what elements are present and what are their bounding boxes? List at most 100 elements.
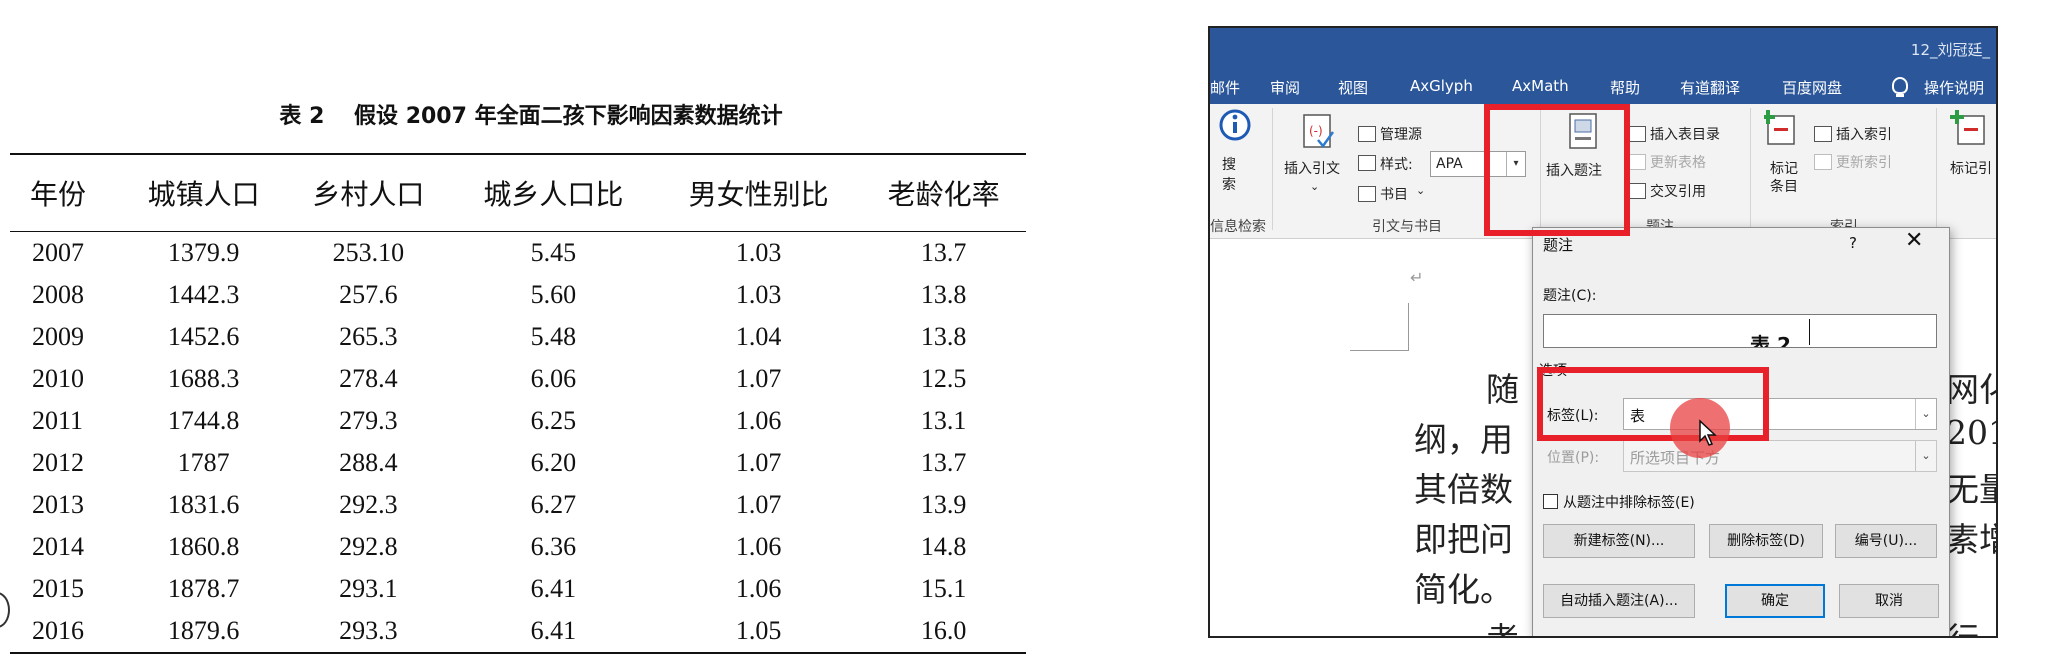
close-icon[interactable]: ✕ xyxy=(1905,228,1924,253)
tab-view[interactable]: 视图 xyxy=(1338,79,1369,97)
table-cell: 6.36 xyxy=(530,532,577,561)
chevron-down-icon[interactable]: ⌄ xyxy=(1915,399,1936,429)
help-button[interactable]: ? xyxy=(1849,234,1857,252)
table-cell: 1787 xyxy=(177,448,230,477)
group-label-citations: 引文与书目 xyxy=(1372,219,1442,235)
column-header: 乡村人口 xyxy=(312,178,425,211)
table-cell: 278.4 xyxy=(339,364,398,393)
table-cell: 6.41 xyxy=(530,616,577,645)
chevron-down-icon[interactable]: ▾ xyxy=(1506,152,1525,176)
table-cell: 1.03 xyxy=(735,280,782,309)
table-row: 2011 1744.8 279.3 6.25 1.06 13.1 xyxy=(10,400,1026,442)
mark-entry-icon[interactable] xyxy=(1764,108,1802,148)
tab-help[interactable]: 帮助 xyxy=(1610,79,1641,97)
table-cell: 2015 xyxy=(32,574,84,603)
table-cell: 5.48 xyxy=(530,322,577,351)
tab-mailings[interactable]: 邮件 xyxy=(1210,79,1241,97)
table-cell: 1.07 xyxy=(735,448,782,477)
tab-baidu-pan[interactable]: 百度网盘 xyxy=(1782,79,1843,97)
table-cell: 2007 xyxy=(32,238,84,267)
mark-entry-button-2[interactable]: 条目 xyxy=(1770,179,1798,195)
svg-text:(-): (-) xyxy=(1309,124,1323,138)
table-cell: 13.8 xyxy=(920,280,967,309)
lightbulb-icon[interactable] xyxy=(1892,77,1908,97)
bibliography-icon[interactable] xyxy=(1358,186,1376,202)
table-header-row: 年份 城镇人口 乡村人口 城乡人口比 男女性别比 老龄化率 xyxy=(10,154,1026,232)
new-label-button[interactable]: 新建标签(N)... xyxy=(1543,524,1695,558)
insert-index-button[interactable]: 插入索引 xyxy=(1836,127,1892,143)
tab-youdao[interactable]: 有道翻译 xyxy=(1680,79,1741,97)
chevron-down-icon[interactable]: ⌄ xyxy=(1310,180,1320,193)
exclude-label-checkbox[interactable] xyxy=(1543,494,1558,509)
search-button-label[interactable]: 搜 xyxy=(1222,157,1236,173)
table-cell: 2016 xyxy=(32,616,84,645)
document-text: 考 xyxy=(1486,613,1519,636)
caption-input[interactable]: 表 2 xyxy=(1543,314,1937,348)
table-cell: 257.6 xyxy=(339,280,398,309)
table-of-figures-icon[interactable] xyxy=(1628,126,1646,142)
tab-axglyph[interactable]: AxGlyph xyxy=(1410,77,1473,95)
table-cell: 13.7 xyxy=(920,448,967,477)
tab-review[interactable]: 审阅 xyxy=(1270,79,1301,97)
insert-caption-button[interactable]: 插入题注 xyxy=(1546,163,1602,179)
table-row: 2007 1379.9 253.10 5.45 1.03 13.7 xyxy=(10,232,1026,275)
insert-index-icon[interactable] xyxy=(1814,126,1832,142)
cancel-button[interactable]: 取消 xyxy=(1839,584,1939,618)
column-header: 城乡人口比 xyxy=(483,178,624,211)
table-cell: 1688.3 xyxy=(167,364,240,393)
table-cell: 1.06 xyxy=(735,406,782,435)
label-select-value: 表 xyxy=(1630,407,1646,425)
table-cell: 288.4 xyxy=(339,448,398,477)
table-cell: 1.03 xyxy=(735,238,782,267)
chevron-down-icon[interactable]: ⌄ xyxy=(1416,184,1426,197)
cross-reference-button[interactable]: 交叉引用 xyxy=(1650,184,1706,200)
bibliography-button[interactable]: 书目 xyxy=(1380,187,1408,203)
cross-reference-icon[interactable] xyxy=(1628,183,1646,199)
search-button-label-2[interactable]: 索 xyxy=(1222,177,1236,193)
table-cell: 1860.8 xyxy=(167,532,240,561)
table-cell: 292.8 xyxy=(339,532,398,561)
caption-input-value: 表 2 xyxy=(1750,333,1791,348)
word-window: 12_刘冠廷_ 邮件 审阅 视图 AxGlyph AxMath 帮助 有道翻译 … xyxy=(1208,26,1998,638)
mark-citation-button[interactable]: 标记引 xyxy=(1950,161,1992,177)
table-cell: 2010 xyxy=(32,364,84,393)
mark-citation-icon[interactable] xyxy=(1950,108,1988,148)
margin-guide xyxy=(1408,303,1409,351)
delete-label-button[interactable]: 删除标签(D) xyxy=(1709,524,1823,558)
table-cell: 6.41 xyxy=(530,574,577,603)
numbering-button[interactable]: 编号(U)... xyxy=(1835,524,1937,558)
insert-citation-button[interactable]: 插入引文 xyxy=(1284,161,1340,177)
tell-me-search[interactable]: 操作说明 xyxy=(1924,79,1985,97)
mark-entry-button[interactable]: 标记 xyxy=(1770,161,1798,177)
table-cell: 14.8 xyxy=(920,532,967,561)
manage-sources-icon[interactable] xyxy=(1358,126,1376,142)
table-cell: 16.0 xyxy=(920,616,967,645)
style-icon xyxy=(1358,155,1376,171)
table-cell: 2011 xyxy=(32,406,84,435)
table-row: 2008 1442.3 257.6 5.60 1.03 13.8 xyxy=(10,274,1026,316)
update-index-icon xyxy=(1814,154,1832,170)
info-search-icon[interactable] xyxy=(1218,108,1252,142)
ok-button[interactable]: 确定 xyxy=(1725,584,1825,618)
edge-circle-mark xyxy=(0,592,10,628)
caption-dialog: 题注 ? ✕ 题注(C): 表 2 选项 标签(L): 表 ⌄ 位置(P): 所… xyxy=(1532,227,1950,636)
insert-caption-icon[interactable] xyxy=(1566,112,1600,152)
table-row: 2010 1688.3 278.4 6.06 1.07 12.5 xyxy=(10,358,1026,400)
document-text: 纲，用 xyxy=(1414,420,1513,459)
insert-table-of-figures-button[interactable]: 插入表目录 xyxy=(1650,127,1720,143)
exclude-label-text[interactable]: 从题注中排除标签(E) xyxy=(1563,495,1695,511)
table-cell: 2012 xyxy=(32,448,84,477)
citation-style-value: APA xyxy=(1436,156,1463,172)
insert-citation-icon[interactable]: (-) xyxy=(1298,112,1338,152)
table-cell: 1452.6 xyxy=(167,322,240,351)
table-cell: 1.07 xyxy=(735,364,782,393)
table-cell: 2009 xyxy=(32,322,84,351)
text-caret xyxy=(1809,319,1810,345)
table-cell: 6.27 xyxy=(530,490,577,519)
table-cell: 1744.8 xyxy=(167,406,240,435)
autocaption-button[interactable]: 自动插入题注(A)... xyxy=(1543,584,1695,618)
document-text: 随 xyxy=(1486,370,1519,409)
tab-axmath[interactable]: AxMath xyxy=(1512,77,1569,95)
manage-sources-button[interactable]: 管理源 xyxy=(1380,127,1422,143)
citation-style-select[interactable]: APA ▾ xyxy=(1430,151,1526,177)
